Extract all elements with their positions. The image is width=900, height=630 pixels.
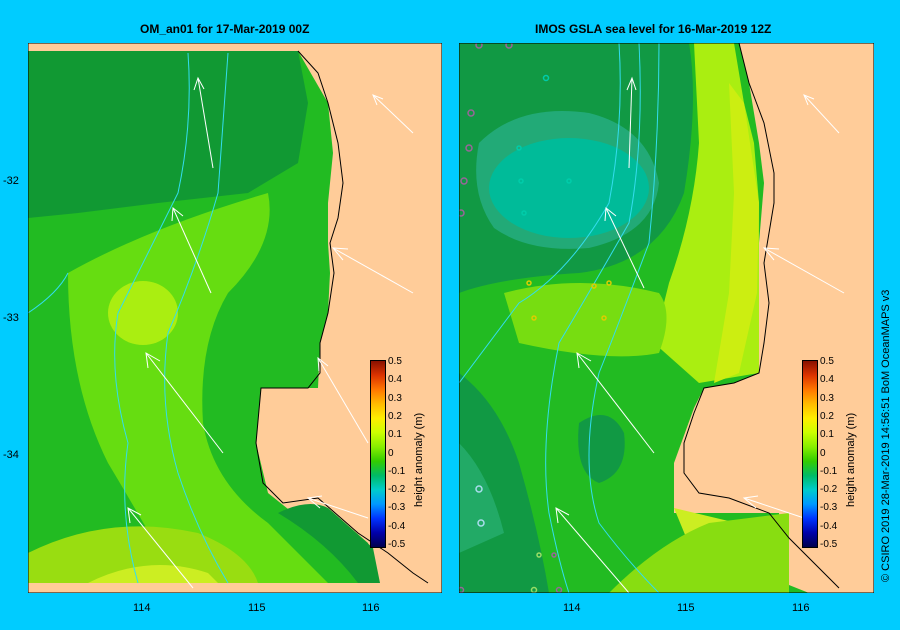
- right-current-arrows: [555, 76, 845, 593]
- colorbar-tick-label: -0.4: [820, 520, 838, 532]
- lon-tick-label: 114: [563, 602, 581, 614]
- left-colorbar: [370, 360, 386, 548]
- right-bathymetry-contour: [459, 43, 621, 384]
- colorbar-tick-label: 0.5: [388, 356, 402, 367]
- colorbar-tick-label: -0.5: [820, 539, 838, 550]
- lat-tick-label: -34: [3, 449, 19, 461]
- right-colorbar-title: height anomaly (m): [845, 412, 857, 507]
- left-yellow-south-region: [28, 526, 258, 583]
- colorbar-tick-label: 0: [388, 447, 394, 459]
- colorbar-tick-label: 0.3: [820, 392, 834, 404]
- colorbar-tick-label: 0.1: [820, 429, 834, 441]
- colorbar-tick-label: 0: [820, 447, 826, 459]
- left-colorbar-title: height anomaly (m): [413, 412, 425, 507]
- colorbar-tick-label: 0.3: [388, 392, 402, 404]
- colorbar-tick-label: -0.1: [820, 465, 838, 477]
- lon-tick-label: 115: [677, 602, 695, 614]
- colorbar-tick-label: 0.2: [388, 410, 402, 422]
- lon-tick-label: 115: [248, 602, 266, 614]
- lon-tick-label: 116: [362, 602, 380, 614]
- colorbar-tick-label: -0.1: [388, 465, 406, 477]
- lat-tick-label: -33: [3, 312, 19, 324]
- credit-text: © CSIRO 2019 28-Mar-2019 14:56:51 BoM Oc…: [880, 289, 892, 582]
- right-map-panel: [459, 43, 874, 593]
- right-colorbar: [802, 360, 818, 548]
- colorbar-tick-label: 0.2: [820, 410, 834, 422]
- colorbar-tick-label: 0.4: [820, 374, 834, 386]
- left-map-panel: [28, 43, 442, 593]
- left-current-arrows: [127, 76, 414, 589]
- colorbar-tick-label: -0.5: [388, 539, 406, 550]
- colorbar-tick-label: 0.5: [820, 356, 834, 367]
- colorbar-tick-label: -0.2: [820, 484, 838, 496]
- lon-tick-label: 116: [792, 602, 810, 614]
- colorbar-tick-label: -0.2: [388, 484, 406, 496]
- colorbar-tick-label: -0.3: [820, 502, 838, 514]
- lon-tick-label: 114: [133, 602, 151, 614]
- left-panel-title: OM_an01 for 17-Mar-2019 00Z: [140, 22, 310, 36]
- lat-tick-label: -32: [3, 175, 19, 187]
- left-coastline: [255, 50, 429, 584]
- left-dark-green-region: [28, 51, 308, 218]
- right-panel-title: IMOS GSLA sea level for 16-Mar-2019 12Z: [535, 22, 772, 36]
- left-bathymetry-contour: [114, 52, 190, 584]
- colorbar-tick-label: -0.4: [388, 520, 406, 532]
- colorbar-tick-label: 0.4: [388, 374, 402, 386]
- colorbar-tick-label: 0.1: [388, 429, 402, 441]
- colorbar-tick-label: -0.3: [388, 502, 406, 514]
